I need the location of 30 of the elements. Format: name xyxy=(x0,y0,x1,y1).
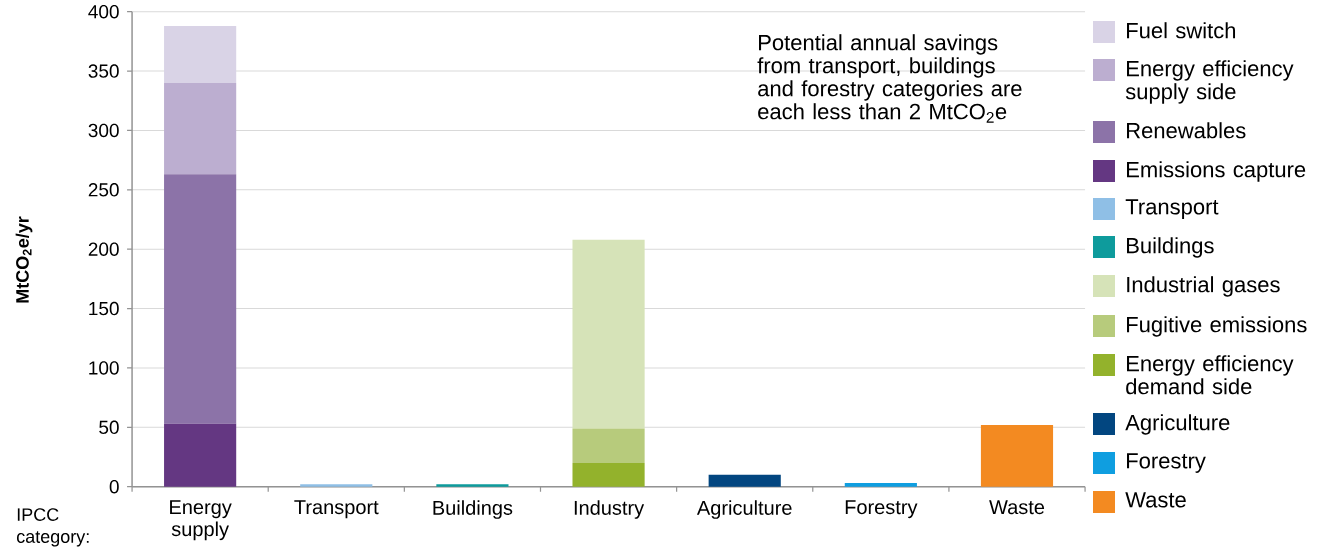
legend-label: Industrial gases xyxy=(1127,276,1280,297)
y-tick-label: 250 xyxy=(88,183,119,197)
y-tick-label: 200 xyxy=(88,242,119,256)
annotation: Potential annual savings from transport, buildings and forestry categories are each less than 2 MtCO$_{2}$e xyxy=(757,34,1022,123)
x-tick-label: Energy supply xyxy=(170,500,232,541)
legend-label: Emissions capture xyxy=(1127,161,1306,182)
y-tick-label: 50 xyxy=(99,420,119,435)
x-tick-label: Transport xyxy=(294,500,379,519)
x-tick-label: Buildings xyxy=(433,500,513,519)
legend-label: Renewables xyxy=(1127,122,1246,139)
y-tick-label: 300 xyxy=(88,123,119,138)
y-tick-label: 100 xyxy=(89,361,119,375)
y-tick-label: 400 xyxy=(88,4,119,19)
y-tick-label: 0 xyxy=(109,479,119,494)
x-tick-label: Waste xyxy=(989,500,1045,515)
y-axis-title: MtCO$_{2}$e/yr xyxy=(15,216,33,303)
x-tick-label: Agriculture xyxy=(696,500,792,519)
legend-label: Fugitive emissions xyxy=(1127,316,1307,337)
legend-label: Energy efficiency demand side xyxy=(1126,355,1294,395)
legend-label: Forestry xyxy=(1127,453,1206,473)
x-tick-label: Industry xyxy=(574,500,645,519)
legend-label: Buildings xyxy=(1127,237,1214,258)
y-tick-label: 150 xyxy=(89,301,119,316)
legend-label: Transport xyxy=(1125,199,1219,219)
text: IPCC category: xyxy=(16,508,89,547)
x-tick-label: Forestry xyxy=(845,500,918,519)
legend-label: Agriculture xyxy=(1125,414,1230,435)
legend-label: Fuel switch xyxy=(1127,22,1236,39)
legend-label: Energy efficiency supply side xyxy=(1125,60,1294,104)
y-tick-label: 350 xyxy=(88,64,119,78)
